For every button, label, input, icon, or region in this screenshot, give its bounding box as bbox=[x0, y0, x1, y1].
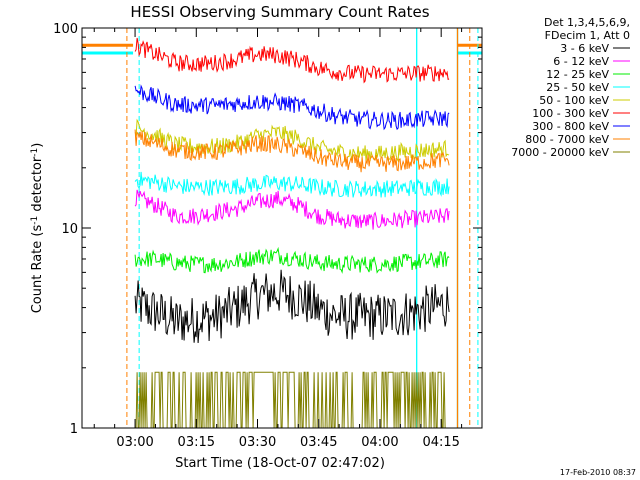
series-line-2 bbox=[134, 246, 450, 274]
legend-entry-5: 100 - 300 keV bbox=[532, 107, 609, 120]
legend-header-line-1: Det 1,3,4,5,6,9, bbox=[544, 16, 630, 29]
legend-entry-8: 7000 - 20000 keV bbox=[511, 146, 609, 159]
x-tick-label-0: 03:00 bbox=[116, 435, 153, 450]
x-tick-label-1: 03:15 bbox=[178, 435, 215, 450]
legend-entry-1: 6 - 12 keV bbox=[553, 55, 609, 68]
series-line-7 bbox=[134, 129, 450, 173]
legend-entry-0: 3 - 6 keV bbox=[560, 42, 609, 55]
series-line-5 bbox=[134, 37, 450, 84]
x-tick-label-2: 03:30 bbox=[239, 435, 276, 450]
y-tick-label-2: 100 bbox=[53, 22, 78, 37]
x-tick-label-4: 04:00 bbox=[361, 435, 398, 450]
series-line-1 bbox=[134, 189, 450, 230]
timestamp: 17-Feb-2010 08:37 bbox=[560, 468, 636, 477]
series-line-4 bbox=[134, 118, 450, 163]
y-tick-label-1: 10 bbox=[61, 222, 78, 237]
x-tick-label-5: 04:15 bbox=[422, 435, 459, 450]
legend: Det 1,3,4,5,6,9, FDecim 1, Att 0 3 - 6 k… bbox=[511, 16, 630, 159]
legend-entry-6: 300 - 800 keV bbox=[532, 120, 609, 133]
series-line-3 bbox=[134, 171, 450, 198]
axes: 1 10 100 03:00 03:15 03:30 03:45 04:00 04:15 bbox=[53, 22, 483, 450]
y-tick-label-0: 1 bbox=[70, 422, 78, 437]
legend-header-line-2: FDecim 1, Att 0 bbox=[545, 29, 630, 42]
y-axis-label: Count Rate (s-1 detector-1) bbox=[30, 143, 45, 314]
series-line-0 bbox=[134, 269, 450, 344]
series-line-6 bbox=[134, 84, 450, 131]
legend-entry-7: 800 - 7000 keV bbox=[525, 133, 609, 146]
legend-entry-2: 12 - 25 keV bbox=[546, 68, 609, 81]
legend-entry-4: 50 - 100 keV bbox=[539, 94, 609, 107]
x-tick-label-3: 03:45 bbox=[300, 435, 337, 450]
plot-area bbox=[82, 28, 482, 429]
chart-title: HESSI Observing Summary Count Rates bbox=[130, 3, 429, 21]
legend-entry-3: 25 - 50 keV bbox=[546, 81, 609, 94]
series-line-8 bbox=[135, 371, 450, 429]
x-axis-label: Start Time (18-Oct-07 02:47:02) bbox=[175, 456, 385, 471]
